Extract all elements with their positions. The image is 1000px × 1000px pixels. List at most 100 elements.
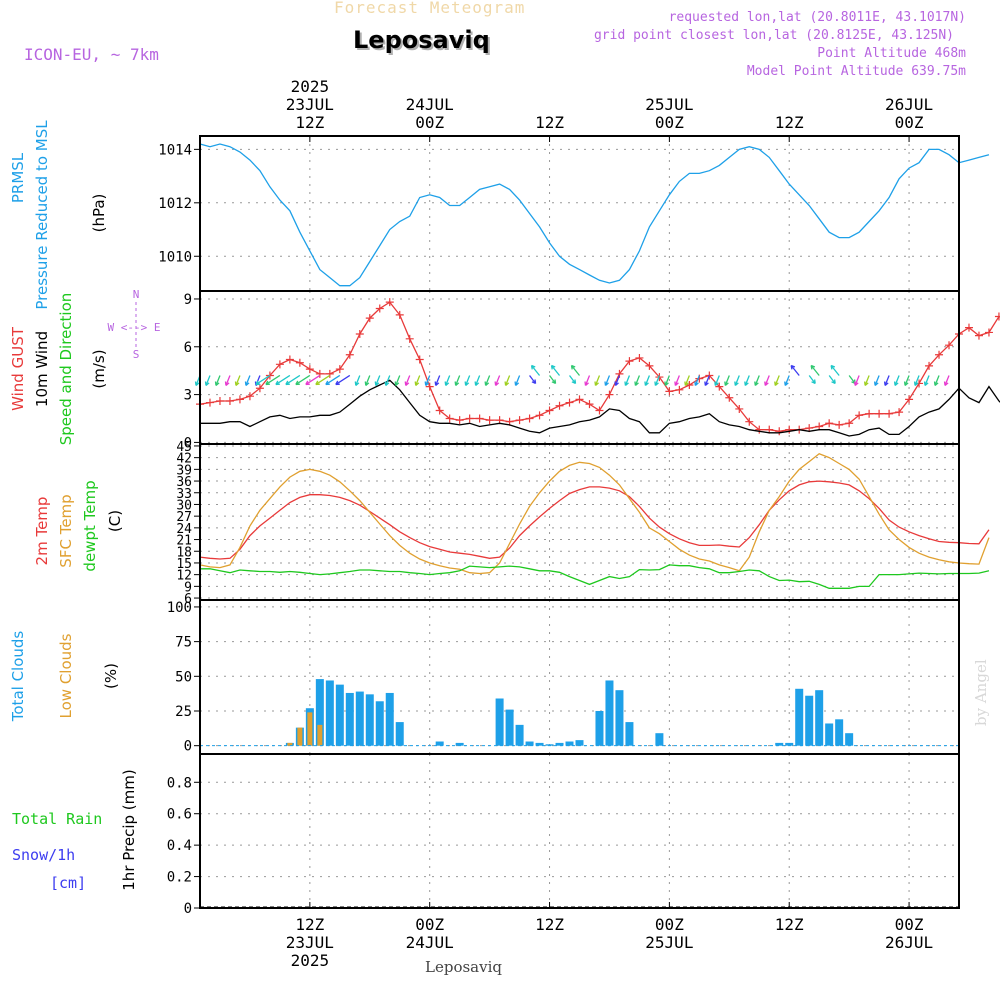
wind-direction-arrow [385, 375, 391, 386]
wind-arrow-head [315, 380, 320, 386]
gust-point-marker [984, 328, 993, 337]
temp-sfc-axis-title: SFC Temp [57, 494, 75, 567]
wind-arrow-head [374, 381, 380, 386]
wind-direction-arrow [904, 375, 910, 386]
y-tick-label: 36 [176, 475, 192, 490]
wind-direction-arrow [529, 375, 537, 384]
gust-point-marker [895, 408, 904, 417]
wind-direction-arrow [425, 375, 431, 386]
wind-arrow-head [714, 381, 719, 386]
gust-point-marker [735, 404, 744, 413]
x-label-bottom: 2025 [291, 951, 330, 970]
wind-arrow-head [444, 381, 450, 386]
y-tick-label: 12 [176, 569, 192, 584]
wind-arrow-head [893, 381, 899, 386]
wind-direction-arrow [734, 375, 740, 386]
gust-point-marker [295, 358, 304, 367]
gust-point-marker [515, 416, 524, 425]
wind-direction-arrow [531, 365, 541, 376]
wind-direction-arrow [914, 375, 920, 386]
wind-arrow-head [614, 381, 619, 386]
y-tick-label: 6 [184, 592, 192, 607]
wind-arrow-head [754, 381, 759, 386]
x-label-bottom: 12Z [295, 915, 324, 934]
total-clouds-bar [805, 695, 814, 746]
wind-arrow-head [224, 381, 230, 386]
total-clouds-bar [315, 679, 324, 746]
wind-arrow-head [434, 381, 440, 386]
total-clouds-bar [365, 694, 374, 746]
wind-direction-arrow [465, 375, 471, 386]
wind-direction-arrow [864, 375, 870, 386]
wind-arrow-head [644, 381, 649, 386]
wind-arrow-head [484, 381, 490, 386]
wind-direction-arrow [714, 375, 720, 386]
gust-point-marker [785, 425, 794, 434]
wind-arrow-head [275, 380, 280, 386]
gust-point-marker [974, 331, 983, 340]
y-tick-label: 45 [176, 440, 192, 455]
wind-direction-axis-title: Speed and Direction [57, 293, 75, 446]
wind-arrow-head [943, 381, 949, 386]
wind-direction-arrow [614, 375, 621, 386]
gust-point-marker [425, 382, 434, 391]
wind-arrow-head [830, 364, 836, 370]
wind-arrow-head [790, 364, 796, 370]
wind-arrow-head [384, 381, 390, 386]
gust-point-marker [865, 409, 874, 418]
x-label-top: 12Z [535, 113, 564, 132]
x-label-top: 12Z [295, 113, 324, 132]
wind-arrow-head [811, 379, 816, 385]
footer-station: Leposaviq [425, 958, 502, 976]
y-tick-label: 39 [176, 463, 192, 478]
gust-point-marker [445, 414, 454, 423]
x-label-top: 24JUL [406, 95, 454, 114]
y-tick-label: 9 [184, 292, 192, 308]
x-label-bottom: 00Z [895, 915, 924, 934]
wind-direction-arrow [245, 375, 251, 386]
wind-arrow-head [550, 364, 556, 370]
gust-point-marker [945, 341, 954, 350]
wind-direction-arrow [684, 375, 690, 386]
wind-direction-arrow [445, 375, 451, 386]
y-tick-label: 30 [176, 498, 192, 513]
wind-arrow-head [494, 381, 500, 386]
gust-point-marker [475, 414, 484, 423]
wind-arrow-head [734, 381, 739, 386]
wind-direction-arrow [774, 375, 780, 386]
wind-direction-arrow [255, 374, 271, 386]
gust-point-marker [245, 392, 254, 401]
wind-direction-arrow [285, 374, 301, 386]
gust-point-marker [415, 355, 424, 364]
x-label-top: 2025 [291, 77, 330, 96]
wind-gust-axis-title: Wind GUST [9, 326, 27, 411]
total-clouds-bar [775, 742, 784, 746]
wind-arrow-head [570, 364, 576, 370]
wind-direction-arrow [830, 365, 840, 376]
total-clouds-bar [555, 742, 564, 746]
wind-direction-arrow [568, 375, 577, 384]
gust-point-marker [994, 312, 1000, 321]
clouds-low-axis-title: Low Clouds [57, 633, 75, 718]
wind-direction-arrow [854, 375, 860, 386]
gust-point-marker [715, 382, 724, 391]
total-clouds-bar [795, 688, 804, 746]
x-label-bottom: 00Z [415, 915, 444, 934]
wind-direction-arrow [584, 375, 591, 386]
total-clouds-bar [595, 710, 604, 746]
low-clouds-bar [287, 742, 293, 746]
wind-direction-arrow [828, 375, 836, 384]
wind-direction-arrow [549, 375, 557, 384]
gust-point-marker [595, 406, 604, 415]
wind-arrow-head [624, 381, 629, 386]
wind-direction-arrow [764, 375, 770, 386]
total-clouds-bar [845, 733, 854, 746]
wind-direction-arrow [624, 375, 631, 386]
wind-direction-arrow [315, 374, 331, 386]
wind-arrow-head [873, 381, 879, 386]
wind-arrow-head [724, 381, 729, 386]
total-clouds-bar [495, 698, 504, 746]
wind-arrow-head [933, 381, 939, 386]
gust-point-marker [875, 409, 884, 418]
